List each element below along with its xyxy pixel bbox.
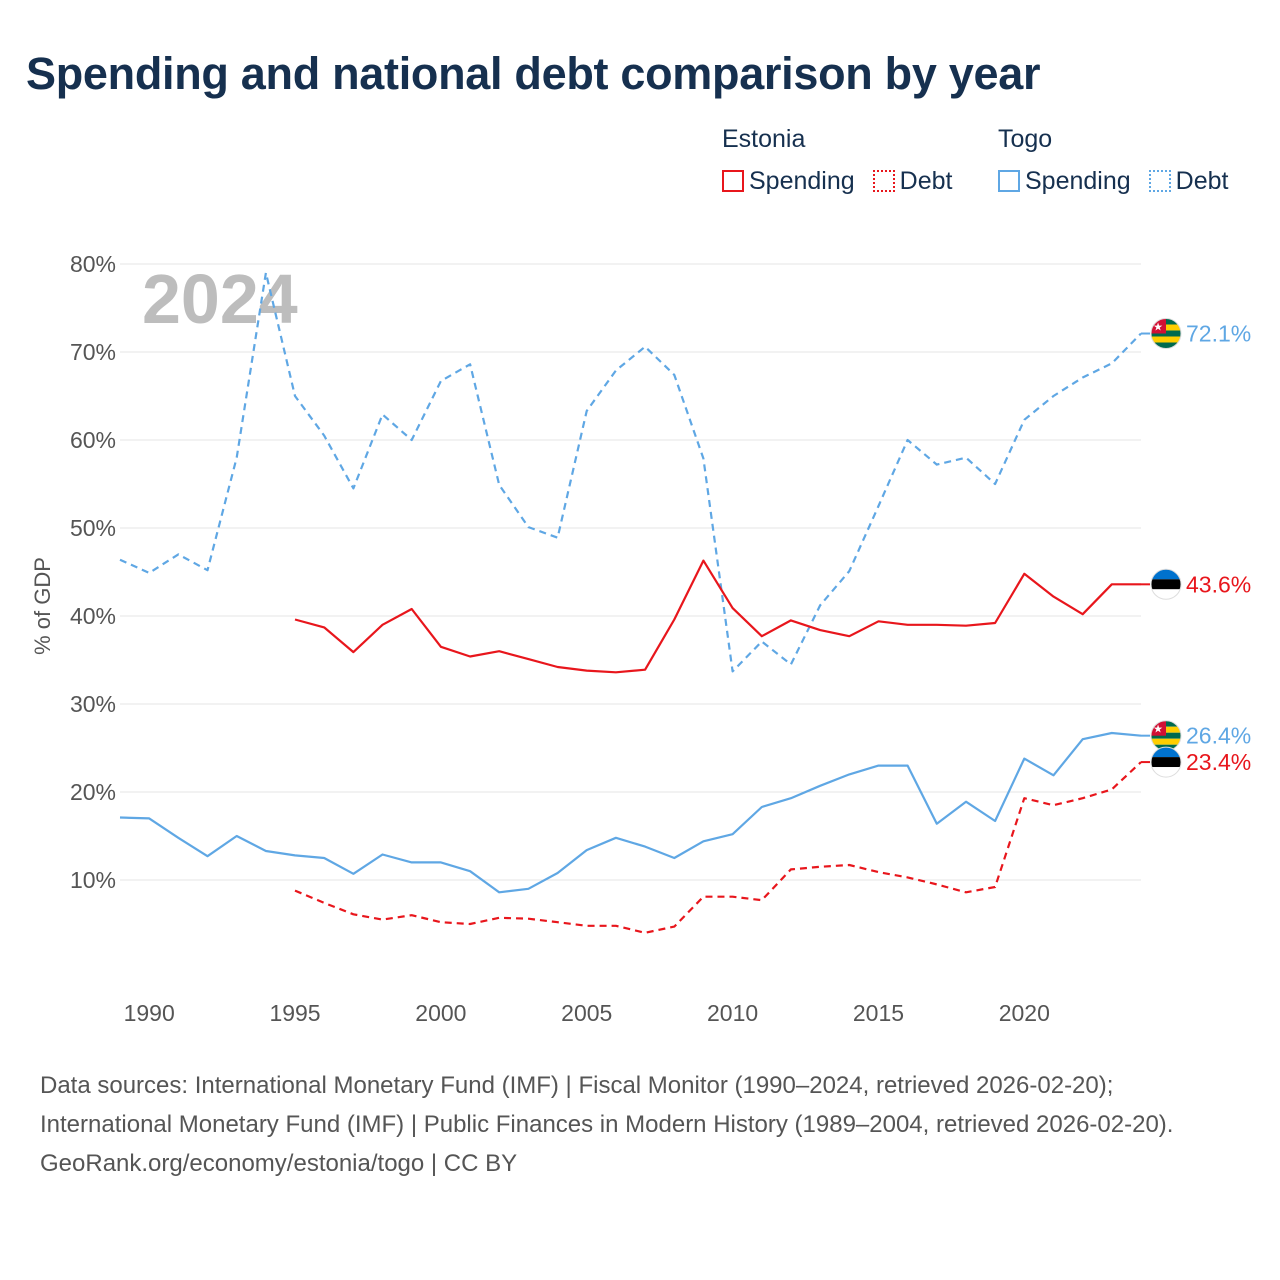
x-axis-ticks: 1990 1995 2000 2005 2010 2015 2020 <box>124 1000 1050 1026</box>
y-axis-ticks: 10% 20% 30% 40% 50% 60% 70% 80% <box>70 251 116 893</box>
y-axis-label: % of GDP <box>30 557 55 655</box>
x-tick-label: 2005 <box>561 1000 612 1026</box>
svg-text:★: ★ <box>1153 723 1163 736</box>
legend-swatch-solid <box>998 170 1020 192</box>
series-line-togo-spending[interactable] <box>119 731 1142 894</box>
legend-swatch-dotted <box>872 170 895 192</box>
year-watermark: 2024 <box>142 260 298 338</box>
chart-title: Spending and national debt comparison by… <box>26 48 1041 99</box>
end-value-label: 72.1% <box>1186 321 1251 347</box>
end-value-label: 26.4% <box>1186 723 1251 749</box>
end-value-label: 23.4% <box>1186 749 1251 775</box>
end-labels: ★ 72.1% 43.6% ★ 26.4%23.4% <box>1141 318 1251 778</box>
grid-lines <box>120 263 1141 881</box>
legend-item-label: Spending <box>1025 166 1131 195</box>
x-tick-label: 2020 <box>999 1000 1050 1026</box>
end-value-label: 43.6% <box>1186 571 1251 597</box>
credit-link[interactable]: GeoRank.org/economy/estonia/togo | CC BY <box>40 1150 518 1177</box>
legend-item-label: Debt <box>1175 166 1229 195</box>
series-line-togo-debt[interactable] <box>119 271 1142 673</box>
legend-group-togo: Togo Spending Debt <box>998 122 1228 198</box>
series-lines <box>119 271 1142 934</box>
x-tick-label: 2010 <box>707 1000 758 1026</box>
y-tick-label: 70% <box>70 339 116 365</box>
flag-icon-togo: ★ <box>1150 720 1182 752</box>
y-tick-label: 30% <box>70 691 116 717</box>
y-tick-label: 80% <box>70 251 116 277</box>
legend-group-title: Togo <box>998 125 1053 153</box>
flag-icon-estonia <box>1150 746 1182 778</box>
x-tick-label: 1995 <box>269 1000 320 1026</box>
x-tick-label: 2000 <box>415 1000 466 1026</box>
y-tick-label: 10% <box>70 867 116 893</box>
legend-item-estonia-debt[interactable]: Debt <box>872 164 953 198</box>
data-sources: Data sources: International Monetary Fun… <box>40 1072 1174 1138</box>
y-tick-label: 60% <box>70 427 116 453</box>
series-line-estonia-spending[interactable] <box>294 559 1141 674</box>
legend-item-label: Debt <box>899 166 953 195</box>
legend-swatch-dotted <box>1148 170 1171 192</box>
legend-item-togo-debt[interactable]: Debt <box>1148 164 1229 198</box>
y-tick-label: 50% <box>70 515 116 541</box>
flag-icon-estonia <box>1150 568 1182 600</box>
svg-text:★: ★ <box>1153 321 1163 334</box>
y-tick-label: 20% <box>70 779 116 805</box>
legend-item-estonia-spending[interactable]: Spending <box>722 164 855 198</box>
legend-group-title: Estonia <box>722 125 806 153</box>
legend-item-label: Spending <box>749 166 855 195</box>
x-tick-label: 2015 <box>853 1000 904 1026</box>
flag-icon-togo: ★ <box>1150 318 1182 349</box>
y-tick-label: 40% <box>70 603 116 629</box>
legend-swatch-solid <box>722 170 744 192</box>
footer: Data sources: International Monetary Fun… <box>40 1066 1240 1183</box>
series-line-estonia-debt[interactable] <box>294 761 1142 934</box>
chart-plot: 2024 10% 20% 30% 40% 50% 60% 70% 80% 1990 1995 20… <box>30 251 1251 1026</box>
legend-item-togo-spending[interactable]: Spending <box>998 164 1131 198</box>
x-tick-label: 1990 <box>124 1000 175 1026</box>
legend-group-estonia: Estonia Spending Debt <box>722 122 952 198</box>
